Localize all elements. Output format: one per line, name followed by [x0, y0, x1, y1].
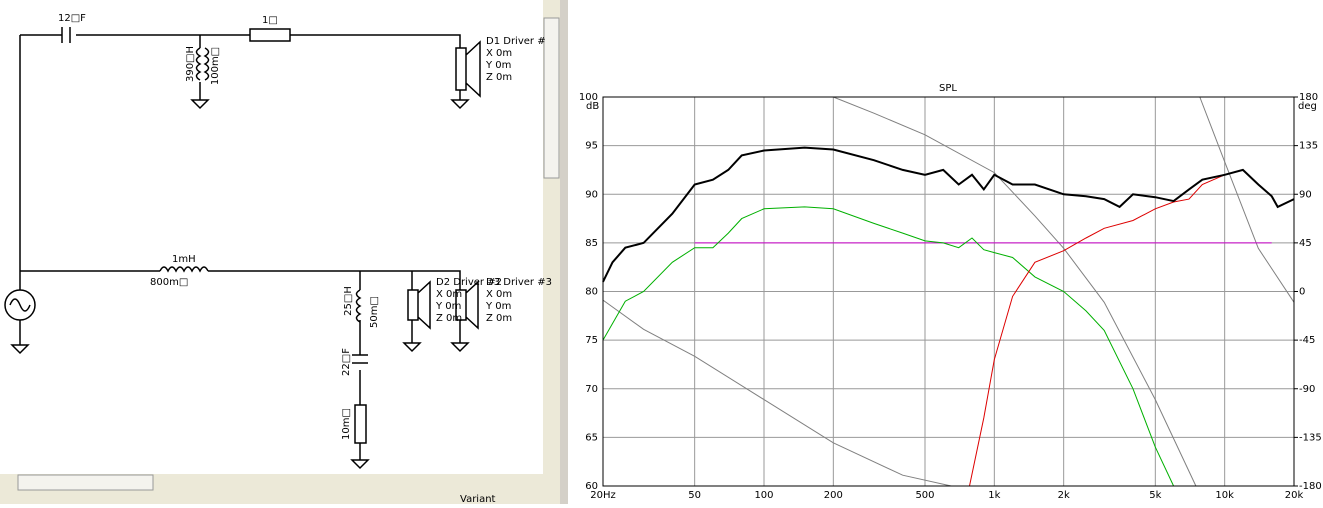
wires: [4, 27, 481, 470]
y-tick-label: 80: [585, 287, 598, 298]
series-line: [602, 146, 1295, 283]
scroll-thumb[interactable]: [543, 17, 560, 179]
x-tick-label: 50: [688, 490, 701, 501]
series-line: [602, 206, 1175, 487]
l2-label: 1mH: [172, 254, 196, 265]
d2-z: Z 0m: [436, 313, 462, 324]
series-line: [833, 96, 1197, 487]
l3-label: 25□H: [343, 286, 354, 316]
y-tick-label: 60: [585, 481, 598, 492]
y2-tick-label: -135: [1299, 432, 1322, 443]
d3-label: D3 Driver #3: [486, 277, 552, 288]
l3r-label: 50m□: [369, 296, 380, 328]
chart-panel: [568, 0, 1323, 504]
d1-label: D1 Driver #: [486, 36, 546, 47]
y-tick-label: 100: [579, 92, 598, 103]
r2-label: 10m□: [341, 408, 352, 440]
d3-x: X 0m: [486, 289, 512, 300]
status: [0, 491, 560, 504]
d3-z: Z 0m: [486, 313, 512, 324]
x-tick-label: 500: [915, 490, 934, 501]
y-tick-label: 90: [585, 189, 598, 200]
x-tick-label: 2k: [1058, 490, 1070, 501]
d1-y: Y 0m: [485, 60, 511, 71]
splitter: [560, 0, 568, 504]
y-tick-label: 70: [585, 384, 598, 395]
x-tick-label: 20Hz: [590, 490, 616, 501]
x-tick-label: 200: [824, 490, 843, 501]
x-tick-label: 20k: [1285, 490, 1304, 501]
variant-label: Variant: [460, 494, 496, 504]
c2-label: 22□F: [341, 348, 352, 376]
d2-y: Y 0m: [435, 301, 461, 312]
y-axis-label: dB: [586, 101, 599, 112]
grid: 20Hz 50 100 200 500 1k 2k 5k 10k 20k 60 65 70 75 80 85 9…: [579, 92, 1322, 501]
d3-y: Y 0m: [485, 301, 511, 312]
y2-tick-label: -90: [1299, 384, 1315, 395]
y2-tick-label: 90: [1299, 189, 1312, 200]
y-tick-label: 65: [585, 432, 598, 443]
schematic: Variant 12□F 1□ 390□H 100m□ D1 Driver # …: [0, 0, 568, 505]
y2-tick-label: 0: [1299, 287, 1305, 298]
d1-x: X 0m: [486, 48, 512, 59]
d2-x: X 0m: [436, 289, 462, 300]
y2-axis-label: deg: [1298, 101, 1317, 112]
r1-label: 1□: [262, 15, 278, 26]
y2-tick-label: -180: [1299, 481, 1322, 492]
y2-tick-label: 135: [1299, 141, 1318, 152]
plot-frame: [602, 96, 1295, 487]
plot: [602, 96, 1295, 487]
y-tick-label: 75: [585, 335, 598, 346]
d1-z: Z 0m: [486, 72, 512, 83]
l1-label: 390□H: [185, 46, 196, 82]
y-tick-label: 85: [585, 238, 598, 249]
c1-label: 12□F: [58, 13, 86, 24]
x-tick-label: 1k: [988, 490, 1000, 501]
y2-tick-label: -45: [1299, 335, 1315, 346]
l2r-label: 800m□: [150, 277, 188, 288]
l1r-label: 100m□: [210, 47, 221, 85]
x-tick-label: 5k: [1149, 490, 1161, 501]
y2-tick-label: 45: [1299, 238, 1312, 249]
d2-label: D2 Driver #2: [436, 277, 502, 288]
y2-tick-label: 180: [1299, 92, 1318, 103]
y-tick-label: 95: [585, 141, 598, 152]
canvas: [0, 0, 543, 474]
x-tick-label: 100: [754, 490, 773, 501]
series-line: [1199, 96, 1295, 303]
chart-title: SPL: [939, 83, 957, 94]
h-scroll-thumb[interactable]: [17, 474, 154, 491]
x-tick-label: 10k: [1215, 490, 1234, 501]
series-line: [602, 299, 952, 487]
